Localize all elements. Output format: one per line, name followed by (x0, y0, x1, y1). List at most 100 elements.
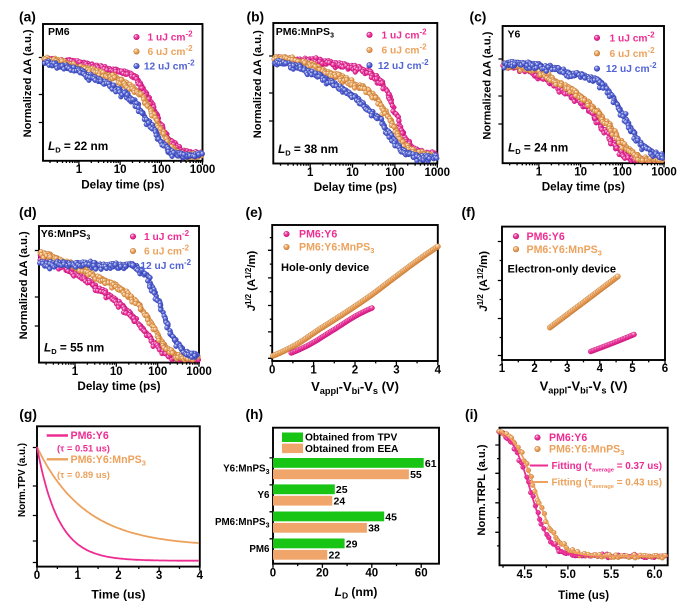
svg-text:1: 1 (499, 363, 506, 375)
svg-text:Delay time (ps): Delay time (ps) (314, 181, 397, 194)
svg-text:1 uJ cm-2: 1 uJ cm-2 (144, 229, 190, 243)
svg-text:LD (nm): LD (nm) (335, 585, 378, 601)
svg-text:PM6:Y6: PM6:Y6 (71, 430, 109, 442)
svg-text:1: 1 (74, 570, 81, 582)
svg-text:1 uJ cm-2: 1 uJ cm-2 (610, 30, 656, 44)
svg-text:10: 10 (574, 167, 587, 179)
svg-text:0: 0 (34, 570, 40, 582)
svg-text:Y6: Y6 (258, 490, 271, 501)
svg-text:(g): (g) (19, 407, 37, 422)
svg-text:PM6:MnPS3: PM6:MnPS3 (215, 517, 270, 530)
svg-text:40: 40 (365, 568, 378, 580)
svg-text:PM6:Y6: PM6:Y6 (527, 231, 565, 243)
svg-text:22: 22 (329, 550, 341, 562)
svg-text:Norm.TPV (a.u.): Norm.TPV (a.u.) (17, 443, 28, 517)
svg-text:100: 100 (148, 366, 167, 378)
svg-text:Time (us): Time (us) (558, 590, 609, 602)
svg-text:1: 1 (536, 167, 543, 179)
svg-text:1: 1 (307, 167, 314, 179)
svg-text:LD = 38 nm: LD = 38 nm (278, 142, 338, 158)
svg-text:1: 1 (310, 364, 317, 376)
svg-text:Electron-only device: Electron-only device (508, 264, 617, 276)
svg-text:12 uJ cm-2: 12 uJ cm-2 (144, 59, 195, 73)
svg-text:PM6:Y6:MnPS3: PM6:Y6:MnPS3 (527, 244, 602, 257)
svg-text:5.0: 5.0 (560, 569, 576, 581)
svg-text:Fitting (τaverage = 0.43 us): Fitting (τaverage = 0.43 us) (552, 478, 663, 491)
svg-text:4.5: 4.5 (517, 569, 534, 581)
svg-text:100: 100 (152, 164, 171, 176)
svg-text:Delay time (ps): Delay time (ps) (542, 181, 625, 194)
svg-text:10: 10 (346, 167, 359, 179)
svg-text:(a): (a) (19, 9, 36, 24)
svg-text:(d): (d) (19, 205, 37, 220)
svg-text:25: 25 (336, 484, 348, 496)
svg-text:3: 3 (156, 570, 162, 582)
svg-text:LD = 24 nm: LD = 24 nm (508, 141, 568, 157)
svg-text:PM6:Y6: PM6:Y6 (549, 432, 587, 444)
svg-text:20: 20 (316, 568, 329, 580)
svg-text:12 uJ cm-2: 12 uJ cm-2 (606, 61, 657, 75)
svg-text:12 uJ cm-2: 12 uJ cm-2 (140, 258, 191, 272)
svg-text:Y6: Y6 (508, 28, 521, 40)
svg-text:2: 2 (115, 570, 121, 582)
svg-text:Y6:MnPS3: Y6:MnPS3 (223, 464, 269, 477)
svg-text:Normalized ΔA (a.u.): Normalized ΔA (a.u.) (482, 31, 494, 139)
svg-text:61: 61 (425, 458, 437, 470)
svg-text:1 uJ cm-2: 1 uJ cm-2 (148, 30, 194, 44)
svg-text:10: 10 (114, 164, 127, 176)
svg-text:(f): (f) (462, 205, 476, 220)
svg-text:(e): (e) (246, 205, 263, 220)
svg-text:55: 55 (410, 469, 422, 481)
svg-text:60: 60 (415, 568, 428, 580)
svg-text:24: 24 (334, 496, 346, 508)
svg-text:Obtained from EEA: Obtained from EEA (305, 444, 399, 455)
svg-text:3: 3 (564, 363, 570, 375)
svg-text:PM6:Y6:MnPS3: PM6:Y6:MnPS3 (71, 454, 146, 468)
svg-text:J1/2 (A1/2/m): J1/2 (A1/2/m) (476, 251, 490, 312)
svg-text:PM6:Y6:MnPS3: PM6:Y6:MnPS3 (299, 242, 374, 256)
svg-text:Normalized ΔA (a.u.): Normalized ΔA (a.u.) (18, 231, 30, 339)
svg-text:PM6:Y6:MnPS3: PM6:Y6:MnPS3 (549, 444, 624, 458)
svg-text:2: 2 (352, 364, 358, 376)
svg-text:1: 1 (72, 366, 79, 378)
svg-text:(h): (h) (246, 407, 264, 422)
svg-text:Fitting (τaverage = 0.37 us): Fitting (τaverage = 0.37 us) (552, 461, 663, 474)
svg-text:100: 100 (613, 167, 632, 179)
svg-text:0: 0 (269, 364, 275, 376)
svg-text:1 uJ cm-2: 1 uJ cm-2 (382, 27, 428, 41)
svg-text:(τ = 0.89 us): (τ = 0.89 us) (57, 469, 110, 480)
svg-text:10: 10 (110, 366, 123, 378)
svg-text:(i): (i) (465, 407, 478, 422)
svg-text:Vappl-Vbi-Vs (V): Vappl-Vbi-Vs (V) (540, 379, 628, 396)
svg-text:(τ = 0.51 us): (τ = 0.51 us) (57, 442, 110, 453)
svg-text:(b): (b) (247, 9, 265, 24)
svg-text:Delay time (ps): Delay time (ps) (81, 179, 164, 192)
svg-text:Normalized ΔA (a.u.): Normalized ΔA (a.u.) (22, 29, 34, 137)
svg-text:Time (us): Time (us) (91, 588, 145, 602)
svg-text:4: 4 (435, 364, 442, 376)
svg-text:Y6:MnPS3: Y6:MnPS3 (41, 228, 91, 242)
svg-text:4: 4 (197, 570, 204, 582)
svg-text:1000: 1000 (186, 366, 212, 378)
svg-text:(c): (c) (470, 9, 487, 24)
svg-text:6 uJ cm-2: 6 uJ cm-2 (382, 43, 428, 57)
svg-text:1: 1 (76, 164, 83, 176)
svg-text:3: 3 (393, 364, 399, 376)
svg-text:LD = 55 nm: LD = 55 nm (44, 341, 104, 357)
svg-text:Normalized ΔA (a.u.): Normalized ΔA (a.u.) (252, 30, 264, 138)
svg-text:0: 0 (270, 568, 276, 580)
svg-text:Vappl-Vbi-Vs (V): Vappl-Vbi-Vs (V) (311, 379, 399, 396)
svg-text:J1/2 (A1/2/m): J1/2 (A1/2/m) (244, 250, 258, 311)
svg-text:38: 38 (368, 523, 380, 535)
svg-text:12 uJ cm-2: 12 uJ cm-2 (378, 58, 429, 72)
svg-text:5.5: 5.5 (603, 569, 620, 581)
svg-text:100: 100 (385, 167, 404, 179)
svg-text:2: 2 (531, 363, 537, 375)
svg-text:PM6:MnPS3: PM6:MnPS3 (276, 26, 334, 40)
svg-text:1000: 1000 (425, 167, 451, 179)
svg-text:PM6: PM6 (48, 26, 70, 38)
svg-text:29: 29 (346, 538, 358, 550)
svg-text:Obtained from TPV: Obtained from TPV (305, 433, 397, 444)
svg-text:6: 6 (662, 363, 668, 375)
svg-text:45: 45 (385, 511, 397, 523)
